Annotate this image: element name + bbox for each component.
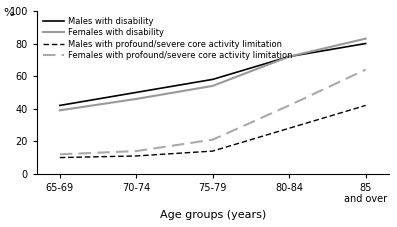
X-axis label: Age groups (years): Age groups (years) xyxy=(160,210,266,220)
Y-axis label: %: % xyxy=(4,8,14,18)
Legend: Males with disability, Females with disability, Males with profound/severe core : Males with disability, Females with disa… xyxy=(41,15,294,62)
